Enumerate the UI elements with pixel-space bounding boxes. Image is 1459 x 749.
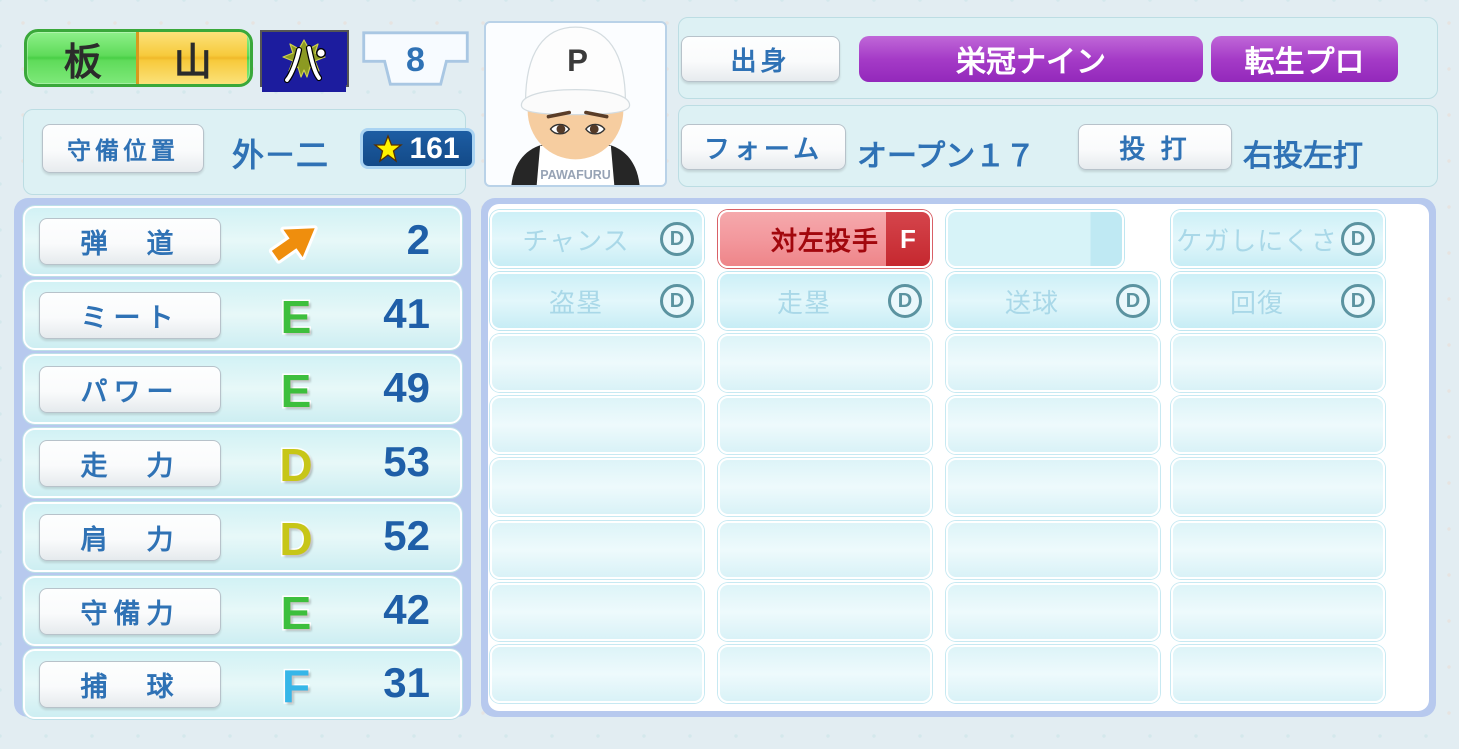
svg-text:P: P: [567, 43, 588, 78]
svg-text:PAWAFURU: PAWAFURU: [540, 168, 610, 182]
